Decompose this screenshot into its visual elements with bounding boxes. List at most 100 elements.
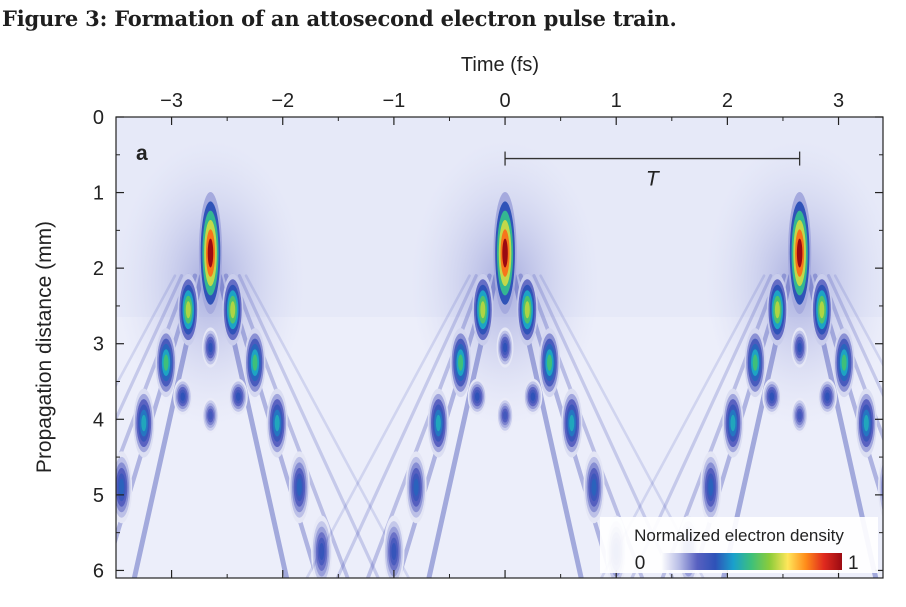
density-contour	[391, 543, 397, 561]
density-lobe	[561, 388, 583, 458]
density-lobe	[472, 273, 494, 346]
x-tick-label: −3	[160, 90, 183, 112]
heatmap-area	[97, 117, 906, 588]
density-contour	[458, 354, 464, 371]
fringe-beam	[365, 273, 485, 578]
colorbar-bar	[661, 553, 842, 570]
density-contour	[319, 543, 325, 561]
density-lobe	[538, 328, 561, 398]
density-lobe	[766, 273, 788, 346]
density-contour	[708, 478, 714, 496]
density-lobe	[202, 397, 219, 434]
x-tick-label: 2	[722, 90, 733, 112]
density-lobe	[791, 327, 809, 368]
density-contour	[530, 392, 536, 401]
fringe-beam	[826, 274, 883, 399]
y-tick-label: 3	[93, 334, 104, 356]
plot-frame	[115, 116, 884, 579]
density-contour	[480, 301, 486, 319]
y-tick-label: 0	[93, 107, 104, 129]
density-lobe	[516, 273, 538, 346]
density-contour	[230, 301, 236, 319]
density-contour	[208, 342, 213, 353]
fringe-beam	[833, 274, 883, 368]
heatmap-marks	[97, 139, 906, 588]
density-lobe	[155, 328, 177, 398]
x-tick-label: 1	[611, 90, 622, 112]
y-tick-label: 5	[93, 485, 104, 507]
pulse-3	[599, 139, 906, 588]
colorbar-legend: Normalized electron density 0 1	[600, 517, 878, 574]
fringe-beam	[230, 273, 350, 578]
density-contour	[796, 238, 803, 268]
density-lobe	[900, 516, 906, 588]
x-tick-label: −2	[271, 90, 294, 112]
density-contour	[97, 543, 102, 560]
colorbar-min-label: 0	[635, 553, 646, 574]
density-lobe	[173, 378, 193, 415]
density-contour	[797, 342, 802, 353]
fringe-beam	[335, 274, 478, 578]
density-lobe	[762, 378, 782, 415]
density-contour	[252, 354, 258, 371]
density-contour	[207, 238, 214, 268]
density-contour	[797, 411, 802, 420]
density-contour	[503, 411, 508, 420]
density-contour	[503, 342, 508, 353]
density-lobe	[493, 192, 517, 315]
y-tick-label: 2	[93, 258, 104, 280]
density-contour	[841, 354, 847, 371]
fringe-beam	[305, 274, 471, 578]
density-lobe	[496, 397, 514, 434]
density-contour	[591, 478, 597, 496]
density-lobe	[198, 192, 223, 315]
density-lobe	[583, 451, 605, 524]
density-lobe	[427, 388, 449, 458]
y-axis-label: Propagation distance (mm)	[33, 221, 56, 473]
density-contour	[902, 521, 906, 582]
pulse-1	[97, 139, 411, 578]
y-tick-label: 4	[93, 409, 104, 431]
density-lobe	[116, 451, 133, 524]
density-lobe	[405, 451, 427, 524]
density-lobe	[222, 273, 244, 346]
density-contour	[774, 301, 780, 319]
density-contour	[274, 414, 280, 432]
density-contour	[163, 354, 169, 371]
density-contour	[119, 478, 125, 496]
fringe-beam	[819, 273, 883, 442]
x-axis-label: Time (fs)	[461, 54, 539, 76]
density-contour	[569, 414, 575, 432]
figure-title: Figure 3: Formation of an attosecond ele…	[2, 6, 677, 31]
colorbar-title: Normalized electron density	[634, 526, 844, 545]
density-contour	[502, 238, 508, 268]
density-contour	[524, 301, 530, 319]
density-contour	[180, 392, 185, 401]
colorbar-max-label: 1	[848, 553, 859, 574]
density-lobe	[228, 378, 248, 415]
density-contour	[208, 411, 213, 420]
density-lobe	[450, 328, 472, 398]
density-contour	[296, 478, 302, 496]
period-marker-label: T	[646, 168, 661, 191]
density-contour	[769, 392, 775, 401]
panel-label: a	[136, 142, 148, 165]
x-axis: −3 −2 −1 0 1 2 3	[115, 90, 844, 578]
density-lobe	[467, 378, 487, 415]
density-lobe	[791, 397, 809, 434]
density-contour	[185, 301, 191, 319]
density-contour	[752, 354, 758, 371]
density-lobe	[244, 328, 266, 398]
density-contour	[886, 479, 891, 496]
density-contour	[900, 516, 906, 588]
density-lobe	[496, 327, 514, 368]
density-lobe	[811, 273, 833, 346]
period-marker: T	[504, 151, 801, 191]
density-contour	[141, 414, 147, 432]
x-tick-label: 0	[499, 90, 510, 112]
density-contour	[825, 392, 830, 401]
density-lobe	[288, 451, 310, 524]
density-lobe	[383, 515, 405, 578]
density-contour	[475, 392, 480, 401]
